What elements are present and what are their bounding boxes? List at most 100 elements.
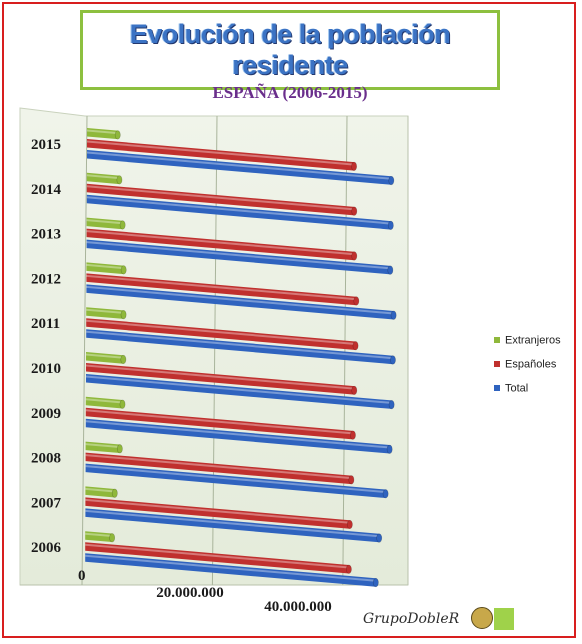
bar-cap	[114, 130, 121, 140]
bar-extranjeros-2006	[85, 531, 116, 543]
bar-total-2015	[87, 150, 395, 186]
x-tick-label-2: 40.000.000	[264, 599, 332, 615]
bar-cap	[348, 475, 355, 485]
bar-cap	[351, 385, 358, 395]
bar-highlight	[86, 230, 355, 256]
bar-cap	[353, 296, 360, 306]
bar-body	[86, 239, 391, 275]
bar-cap	[120, 310, 127, 320]
year-label-2006: 2006	[31, 540, 62, 556]
bar-body	[87, 139, 355, 171]
legend-label-extranjeros: Extranjeros	[505, 335, 561, 347]
bar-cap	[346, 519, 353, 530]
chart-subtitle: ESPAÑA (2006-2015)	[212, 83, 368, 102]
chart-gridlines	[81, 115, 348, 586]
bar-extranjeros-2007	[85, 486, 118, 498]
bar-cap	[119, 220, 126, 230]
bar-highlight	[85, 498, 350, 524]
bar-españoles-2008	[85, 452, 355, 485]
legend-swatch-españoles	[494, 361, 500, 367]
legend-swatch-extranjeros	[494, 337, 500, 343]
gridline-0	[81, 115, 88, 586]
bar-españoles-2010	[86, 363, 358, 395]
bar-cap	[119, 399, 126, 409]
bar-españoles-2014	[86, 183, 358, 216]
bar-españoles-2015	[87, 139, 357, 171]
bar-cap	[345, 564, 352, 574]
bar-total-2013	[86, 239, 394, 275]
year-label-2014: 2014	[31, 182, 62, 198]
bar-body	[86, 273, 357, 306]
bar-cap	[382, 489, 389, 499]
year-label-2015: 2015	[31, 137, 61, 153]
bar-cap	[111, 488, 118, 498]
bar-total-2010	[86, 374, 395, 410]
chart-bars	[85, 128, 397, 588]
bar-body	[86, 217, 123, 230]
bar-highlight	[86, 174, 120, 180]
bar-highlight	[85, 532, 113, 538]
x-tick-label-1: 20.000.000	[156, 585, 224, 601]
brand-logo: GrupoDobleR	[355, 604, 515, 634]
chart-title: Evolución de la población residente	[129, 19, 451, 80]
bar-highlight	[85, 554, 376, 582]
bar-body	[85, 396, 123, 409]
gridline-2	[342, 115, 348, 586]
bar-highlight	[85, 409, 353, 435]
bar-cap	[387, 265, 394, 275]
bar-españoles-2012	[86, 273, 360, 306]
bar-body	[86, 172, 120, 185]
year-labels: 2015 2014 2013 2012 2011 2010 2009 2008 2007 2006	[31, 137, 62, 556]
legend: Extranjeros Españoles Total	[494, 335, 561, 395]
bar-body	[86, 329, 393, 365]
bar-body	[86, 262, 124, 275]
bar-cap	[351, 161, 357, 171]
year-label-2011: 2011	[31, 316, 60, 332]
logo-text: GrupoDobleR	[363, 611, 460, 627]
bar-highlight	[87, 140, 355, 166]
bar-cap	[109, 533, 116, 543]
bar-highlight	[85, 487, 115, 493]
bar-extranjeros-2015	[87, 128, 121, 140]
bar-highlight	[85, 509, 380, 538]
bar-cap	[388, 400, 395, 410]
bar-españoles-2006	[85, 542, 352, 574]
bar-extranjeros-2014	[86, 172, 123, 185]
bar-body	[85, 542, 349, 574]
bar-extranjeros-2009	[85, 396, 126, 409]
logo-seal-icon	[471, 607, 493, 629]
bar-españoles-2011	[86, 318, 359, 351]
bar-highlight	[87, 129, 118, 135]
bar-cap	[388, 175, 395, 186]
bar-highlight	[86, 330, 393, 360]
bar-total-2007	[85, 508, 383, 543]
bar-highlight	[86, 241, 391, 270]
bar-total-2009	[85, 418, 393, 454]
bar-body	[86, 352, 124, 364]
bar-cap	[352, 341, 359, 351]
bar-total-2012	[86, 284, 397, 320]
bar-body	[87, 150, 392, 185]
bar-cap	[390, 355, 396, 365]
bar-body	[85, 553, 376, 587]
bar-body	[86, 228, 355, 261]
bar-cap	[390, 310, 397, 320]
x-tick-label-0: 0	[78, 568, 86, 584]
bar-body	[86, 284, 394, 320]
bar-cap	[351, 251, 358, 261]
bar-cap	[372, 578, 379, 588]
bar-highlight	[85, 443, 120, 449]
bar-highlight	[86, 308, 124, 314]
bar-highlight	[87, 151, 392, 180]
bar-cap	[376, 533, 383, 543]
bar-highlight	[86, 364, 355, 390]
bar-body	[86, 318, 356, 350]
legend-label-españoles: Españoles	[505, 359, 557, 371]
bar-body	[85, 418, 390, 454]
year-label-2013: 2013	[31, 227, 61, 243]
bar-extranjeros-2008	[85, 441, 123, 454]
year-label-2009: 2009	[31, 406, 61, 422]
bar-highlight	[86, 375, 392, 404]
bar-highlight	[86, 319, 356, 345]
bar-highlight	[85, 465, 386, 494]
